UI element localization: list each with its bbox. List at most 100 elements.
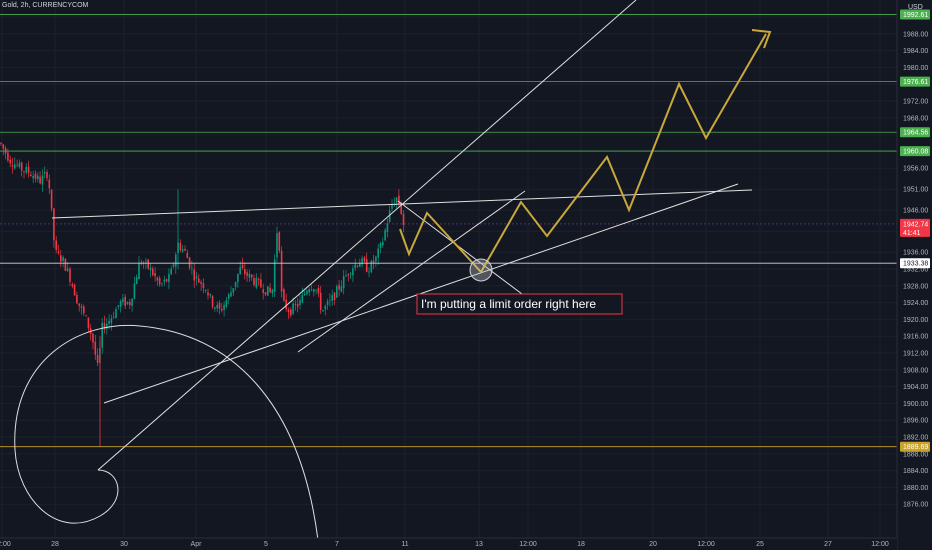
- candle: [161, 282, 163, 287]
- candle: [140, 259, 143, 266]
- price-axis: 1992.001988.001984.001980.001976.001972.…: [896, 0, 932, 550]
- candle: [202, 278, 205, 294]
- price-badge-bg: [900, 76, 930, 87]
- candle: [179, 239, 182, 253]
- candle-body: [158, 278, 161, 285]
- candle: [393, 197, 396, 207]
- candle-body: [336, 286, 338, 298]
- price-tick-label: 1904.00: [903, 384, 928, 391]
- candle: [149, 263, 152, 278]
- candle: [0, 142, 2, 146]
- candle: [310, 284, 313, 292]
- candle: [191, 260, 193, 275]
- candle: [195, 271, 198, 286]
- candle-body: [66, 268, 69, 271]
- candle: [347, 273, 350, 282]
- candle-body: [188, 257, 191, 268]
- candle-body: [239, 267, 241, 275]
- candle: [135, 274, 138, 285]
- candle-body: [131, 298, 133, 306]
- candle: [18, 159, 21, 169]
- candle: [329, 293, 331, 307]
- candle: [32, 170, 34, 184]
- candle: [78, 303, 80, 312]
- candle-body: [156, 277, 159, 281]
- candle: [64, 258, 67, 272]
- price-badge-value: 1976.61: [903, 79, 928, 86]
- candle-body: [20, 162, 23, 171]
- horizontal-levels: [0, 14, 897, 448]
- candle-body: [32, 175, 34, 179]
- candle-body: [165, 279, 168, 282]
- candle-body: [225, 300, 228, 307]
- candle-body: [218, 302, 221, 309]
- candle: [267, 286, 269, 296]
- price-tick-label: 1984.00: [903, 48, 928, 55]
- candle-body: [149, 267, 152, 271]
- candle-body: [46, 171, 48, 179]
- price-tick-label: 1932.00: [903, 267, 928, 274]
- candle: [294, 300, 297, 311]
- candle: [41, 169, 44, 192]
- candle: [133, 276, 136, 300]
- candle: [16, 159, 18, 168]
- price-badge-value: 1992.61: [903, 12, 928, 19]
- candle-body: [342, 276, 345, 289]
- currency-label[interactable]: USD: [908, 4, 923, 11]
- price-tick-label: 1980.00: [903, 65, 928, 72]
- candle: [46, 169, 48, 181]
- time-tick-label: 12:00: [0, 541, 11, 548]
- candle: [66, 262, 69, 272]
- price-tick-label: 1892.00: [903, 435, 928, 442]
- candle: [299, 294, 301, 310]
- candle: [138, 256, 140, 280]
- candle: [25, 163, 28, 175]
- candle-body: [207, 292, 209, 296]
- candle: [379, 241, 382, 254]
- projection-arrowhead: [751, 29, 772, 49]
- candle: [23, 170, 25, 179]
- candle: [48, 174, 51, 194]
- candle: [147, 258, 149, 270]
- candle-body: [303, 293, 306, 296]
- candle-body: [296, 304, 299, 307]
- candle-body: [64, 258, 67, 272]
- candle: [336, 284, 338, 299]
- candle-body: [326, 301, 329, 305]
- candle-body: [53, 208, 55, 241]
- time-tick-label: 28: [51, 541, 59, 548]
- candle: [129, 298, 131, 309]
- price-badge-bg: [900, 441, 930, 452]
- candle-body: [227, 294, 230, 299]
- candle-body: [11, 165, 14, 167]
- candle: [388, 205, 391, 223]
- candle: [333, 291, 336, 305]
- price-tick-label: 1896.00: [903, 418, 928, 425]
- price-tick-label: 1988.00: [903, 31, 928, 38]
- price-badge-countdown: 41:41: [903, 230, 921, 237]
- candle: [115, 306, 117, 319]
- candle: [87, 317, 90, 333]
- limit-order-marker: [469, 258, 493, 282]
- candle-body: [55, 240, 57, 250]
- candle: [168, 268, 170, 290]
- candle: [80, 303, 83, 315]
- candle-body: [106, 323, 108, 329]
- candle-body: [18, 162, 21, 167]
- time-tick-label: 25: [756, 541, 764, 548]
- price-badge-resistance: 1992.61: [900, 9, 930, 20]
- candle-body: [232, 288, 235, 293]
- candle: [262, 283, 264, 300]
- candle: [53, 207, 55, 248]
- candle: [50, 189, 53, 212]
- candle: [386, 218, 389, 238]
- candle-body: [333, 292, 336, 301]
- candle-body: [237, 273, 239, 283]
- candle-body: [287, 309, 290, 312]
- candle: [27, 160, 30, 178]
- candle: [232, 288, 235, 297]
- candle: [181, 244, 184, 254]
- candle-body: [39, 176, 41, 184]
